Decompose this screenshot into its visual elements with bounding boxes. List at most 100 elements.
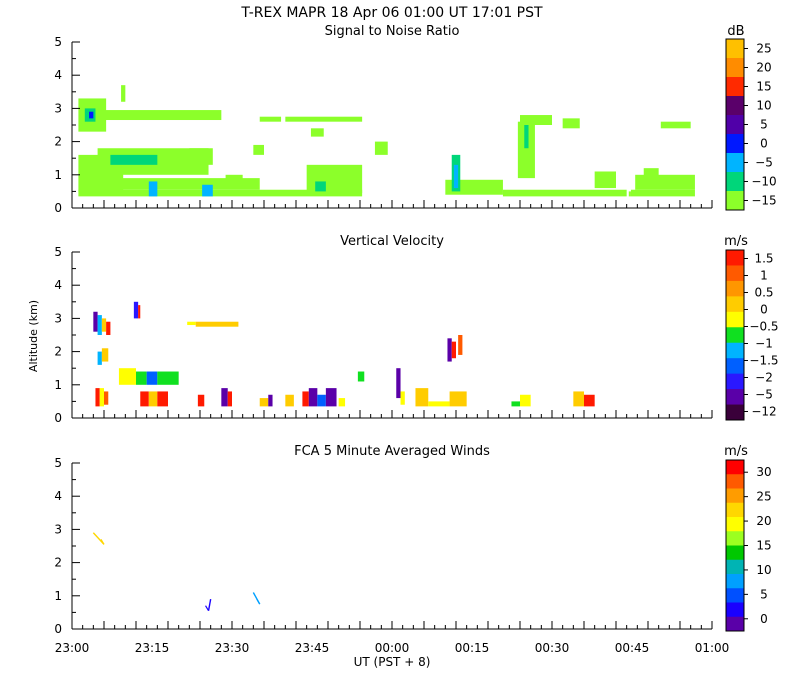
data-cell (259, 116, 282, 122)
colorbar-segment (726, 172, 744, 192)
velocity-unit: m/s (724, 234, 748, 249)
data-cell (317, 394, 326, 407)
data-cell (138, 305, 141, 319)
colorbar-frame (725, 249, 745, 421)
data-cell (136, 371, 147, 385)
data-cell (400, 391, 405, 405)
data-cell (520, 394, 531, 407)
data-cell (227, 391, 232, 407)
x-tick-label: 00:45 (615, 641, 650, 655)
colorbar-segment (726, 517, 744, 532)
data-cell (104, 391, 109, 405)
colorbar-segment (726, 545, 744, 561)
velocity-plot-area: 0 1 2 3 4 5 (54, 245, 713, 425)
colorbar-segment (726, 296, 744, 313)
data-cell (396, 368, 401, 399)
x-tick-label: 23:15 (135, 641, 170, 655)
data-cell (148, 181, 158, 197)
data-cell (458, 335, 463, 355)
snr-unit: dB (727, 24, 744, 39)
colorbar-segment (726, 39, 744, 59)
data-cell (520, 115, 552, 125)
data-cell (259, 398, 269, 407)
data-cell (643, 168, 659, 179)
data-cell (197, 394, 205, 407)
colorbar-segment (726, 342, 744, 359)
data-cell (118, 368, 136, 385)
x-tick-label: 01:00 (695, 641, 730, 655)
data-cell (628, 191, 631, 197)
y-tick-label: 4 (54, 68, 62, 82)
colorbar-label: −1 (755, 337, 773, 351)
colorbar-segment (726, 373, 744, 390)
y-tick-label: 1 (54, 589, 62, 603)
colorbar-segment (726, 531, 744, 546)
snr-plot-area: 0 1 2 3 4 5 (54, 35, 713, 215)
data-cell (630, 189, 695, 197)
colorbar-segment (726, 474, 744, 489)
colorbar-label: 0.5 (754, 286, 773, 300)
colorbar-label: 1.5 (754, 252, 773, 266)
colorbar-label: 20 (756, 514, 771, 528)
x-tick-label: 00:00 (375, 641, 410, 655)
y-tick-label: 0 (54, 411, 62, 425)
x-axis-label: UT (PST + 8) (354, 655, 431, 669)
snr-panel: Signal to Noise Ratio dB 0 1 2 3 4 5 25 20 15 10… (54, 24, 776, 215)
data-cell (511, 401, 520, 407)
y-tick-label: 5 (54, 245, 62, 259)
colorbar-segment (726, 115, 744, 135)
data-cell (121, 85, 126, 102)
data-cell (133, 301, 139, 319)
colorbar-segment (726, 358, 744, 375)
colorbar-segment (726, 153, 744, 173)
colorbar-label: 25 (756, 42, 771, 56)
colorbar-segment (726, 602, 744, 618)
data-cell (308, 388, 318, 407)
data-cell (517, 121, 535, 179)
data-cell (157, 391, 168, 407)
colorbar-label: 15 (756, 539, 771, 553)
colorbar-segment (726, 389, 744, 406)
colorbar-label: 10 (756, 99, 771, 113)
x-tick-label: 23:30 (215, 641, 250, 655)
data-cell (253, 144, 264, 155)
velocity-ylabel: Altitude (km) (27, 300, 40, 372)
data-cell (453, 164, 459, 189)
figure-title: T-REX MAPR 18 Apr 06 01:00 UT 17:01 PST (240, 5, 543, 21)
colorbar-label: −5 (755, 156, 773, 170)
winds-colorbar: 30 25 20 15 10 5 0 (725, 459, 772, 632)
data-cell (97, 315, 102, 335)
data-cell (594, 171, 616, 189)
data-cell (189, 148, 213, 165)
colorbar-segment (726, 616, 744, 632)
data-cell (315, 181, 326, 192)
wind-barb-flag (256, 598, 261, 605)
data-cell (225, 174, 243, 182)
data-cell (357, 371, 365, 382)
colorbar-segment (726, 460, 744, 475)
y-tick-label: 3 (54, 311, 62, 325)
data-cell (338, 398, 346, 407)
snr-colorbar: 25 20 15 10 5 0 −5 −10 −15 (725, 38, 777, 211)
data-cell (93, 178, 260, 190)
x-tick-label: 23:45 (295, 641, 330, 655)
winds-unit: m/s (724, 444, 748, 459)
y-tick-label: 5 (54, 456, 62, 470)
y-tick-label: 4 (54, 278, 62, 292)
y-tick-label: 3 (54, 522, 62, 536)
y-tick-label: 3 (54, 101, 62, 115)
colorbar-label: 5 (760, 587, 768, 601)
colorbar-label: 0 (760, 303, 768, 317)
colorbar-label: 5 (760, 118, 768, 132)
colorbar-label: 0 (760, 612, 768, 626)
colorbar-label: 25 (756, 490, 771, 504)
wind-barb-flag (100, 539, 105, 545)
data-cell (306, 164, 363, 194)
data-cell (101, 318, 107, 332)
data-cell (110, 154, 158, 165)
data-cell (157, 371, 179, 385)
colorbar-segment (726, 250, 744, 266)
colorbar-segment (726, 58, 744, 78)
data-cell (660, 121, 691, 129)
data-cell (106, 321, 111, 335)
